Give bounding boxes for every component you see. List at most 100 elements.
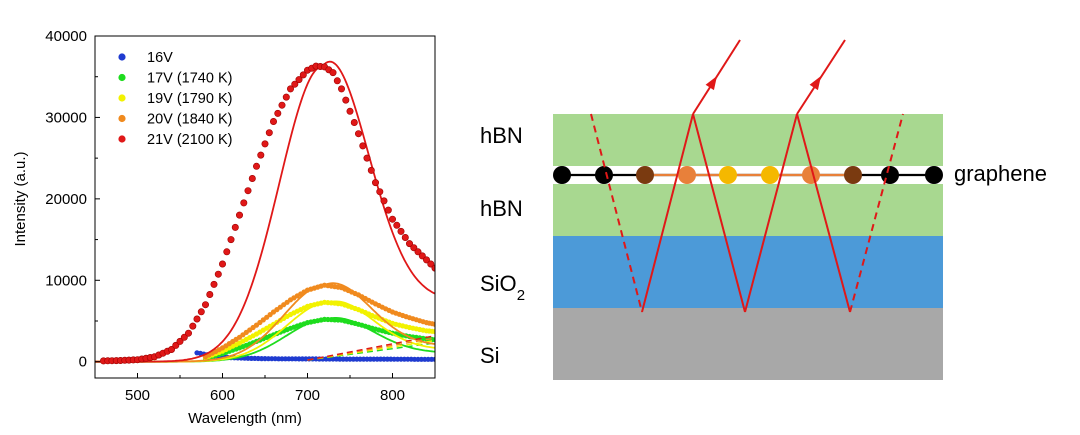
graphene-atom (881, 166, 899, 184)
legend-label: 21V (2100 K) (147, 132, 232, 148)
device-diagram: hBN hBN SiO2 Si graphene (480, 39, 1047, 380)
graphene-atom (553, 166, 571, 184)
legend-label: 19V (1790 K) (147, 91, 232, 107)
data-point (219, 260, 227, 268)
data-point (354, 130, 362, 138)
data-point (265, 129, 273, 137)
ray-arrowhead (705, 76, 717, 91)
data-point (401, 234, 409, 242)
data-point (350, 119, 358, 127)
data-point (223, 248, 231, 256)
y-tick-label: 30000 (45, 109, 87, 126)
data-point (240, 199, 248, 207)
ray-exit-2 (796, 39, 846, 115)
y-tick-label: 10000 (45, 272, 87, 289)
layer-3 (553, 308, 943, 380)
ray-segment (796, 113, 851, 313)
data-point (359, 142, 367, 150)
data-point (274, 109, 282, 117)
data-point (414, 248, 422, 256)
data-point (172, 341, 180, 349)
data-point (193, 315, 201, 323)
data-point (388, 215, 396, 223)
legend-marker (118, 114, 126, 123)
data-point (261, 140, 269, 148)
data-point (329, 69, 337, 77)
legend-label: 20V (1840 K) (147, 112, 232, 128)
data-point (180, 333, 188, 341)
data-point (295, 76, 303, 84)
data-point (363, 154, 371, 162)
data-point (253, 162, 261, 170)
data-point (346, 107, 354, 115)
data-point (185, 329, 193, 337)
x-tick-label: 500 (125, 387, 150, 404)
layer-label-0: hBN (480, 123, 523, 148)
chart-legend: 16V 17V (1740 K) 19V (1790 K) 20V (1840 K) 2… (118, 50, 232, 148)
series-4 (95, 60, 435, 365)
data-point (376, 188, 384, 196)
data-point (422, 256, 430, 264)
data-point (299, 71, 307, 79)
data-point (227, 236, 235, 244)
data-point (282, 93, 290, 101)
legend-marker (118, 135, 126, 143)
ray-dashed-left (590, 113, 643, 313)
ray-segment (641, 113, 694, 313)
data-point (432, 321, 435, 327)
x-tick-label: 600 (210, 387, 235, 404)
legend-marker (118, 53, 126, 61)
legend-label: 16V (147, 50, 173, 66)
data-point (278, 101, 286, 109)
x-tick-label: 800 (380, 387, 405, 404)
chart-marks (95, 60, 435, 365)
data-point (405, 240, 413, 248)
ray-arrowhead (809, 76, 821, 91)
data-point (393, 221, 401, 229)
data-point (432, 356, 435, 362)
data-point (202, 301, 210, 309)
light-rays (590, 39, 904, 313)
layer-0 (553, 114, 943, 166)
x-axis-label: Wavelength (nm) (188, 410, 302, 427)
data-point (337, 85, 345, 93)
data-point (397, 227, 405, 235)
layer-2 (553, 236, 943, 308)
data-point (367, 166, 375, 174)
series-3 (95, 282, 435, 363)
data-point (427, 260, 435, 268)
layer-1 (553, 184, 943, 236)
data-point (371, 179, 379, 187)
intensity-chart: 500 600 700 800 0 10000 20000 30000 40000 Wavele… (12, 28, 436, 427)
data-point (333, 77, 341, 85)
data-point (432, 329, 435, 335)
graphene-atom (595, 166, 613, 184)
graphene-label: graphene (954, 161, 1047, 186)
ray-segment (744, 113, 798, 313)
data-point (342, 96, 350, 104)
data-point (236, 211, 244, 219)
y-tick-label: 0 (79, 354, 87, 371)
graphene-atom (678, 166, 696, 184)
graphene-atom (636, 166, 654, 184)
legend-label: 17V (1740 K) (147, 71, 232, 87)
legend-marker (118, 94, 126, 102)
ray-segment (692, 113, 746, 313)
legend-marker (118, 73, 126, 82)
data-point (384, 206, 392, 214)
chart-ticks: 500 600 700 800 0 10000 20000 30000 40000 (45, 28, 436, 404)
data-point (248, 175, 256, 183)
data-point (418, 252, 426, 260)
y-tick-label: 40000 (45, 28, 87, 45)
graphene-atom (719, 166, 737, 184)
data-point (168, 345, 176, 353)
layer-label-3: Si (480, 343, 500, 368)
data-point (291, 80, 299, 88)
data-point (197, 308, 205, 316)
data-point (210, 280, 218, 288)
data-point (410, 244, 418, 252)
y-tick-label: 20000 (45, 191, 87, 208)
data-point (286, 85, 294, 93)
data-point (189, 322, 197, 330)
